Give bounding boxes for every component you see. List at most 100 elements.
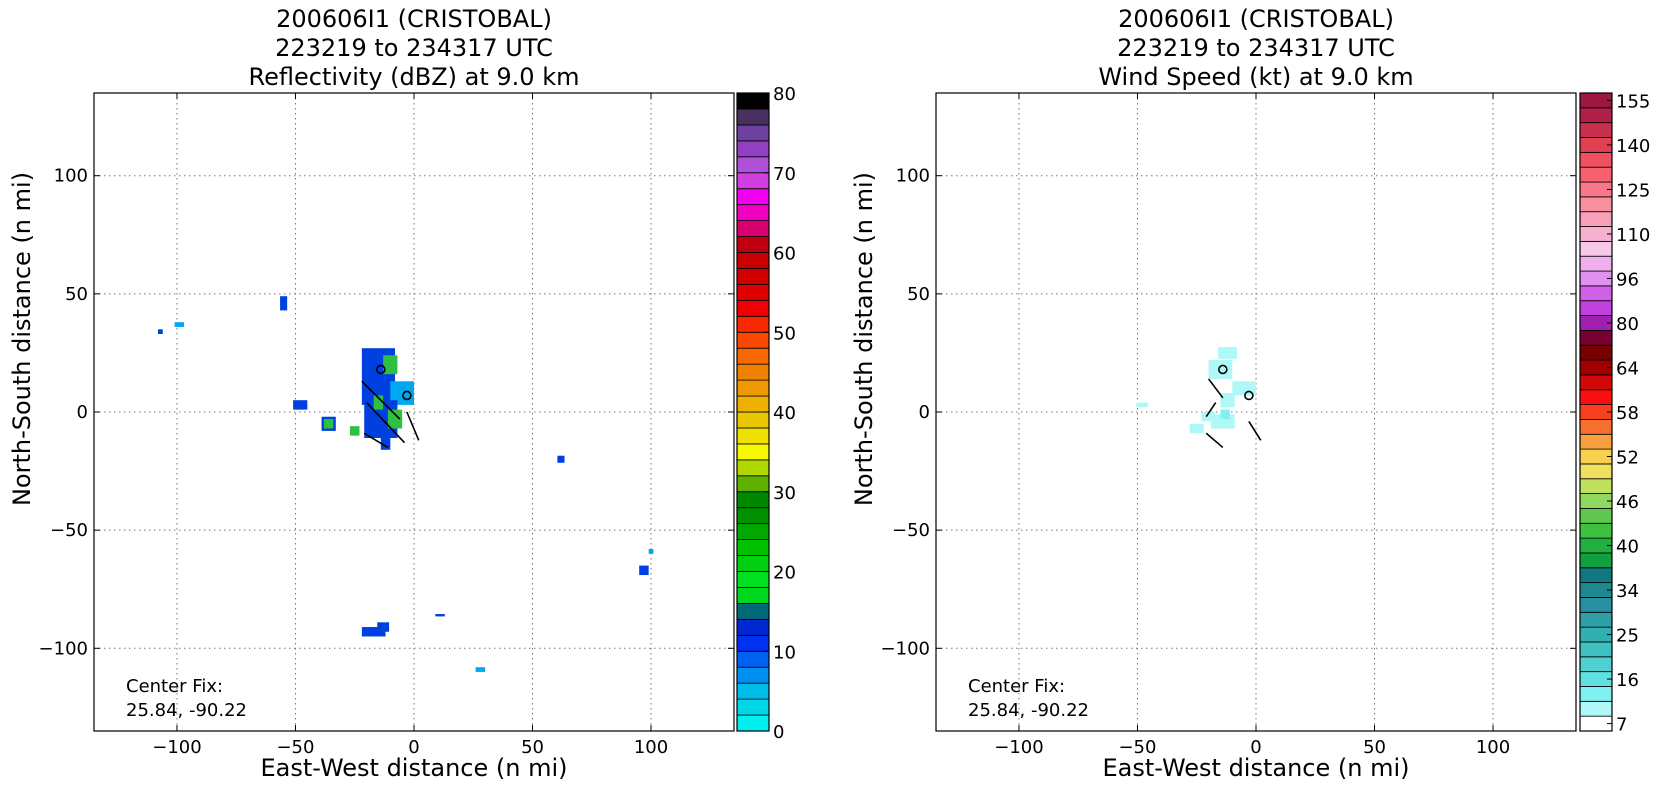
wind-colorbar-segment xyxy=(1579,522,1613,539)
wind-colorbar-segment xyxy=(1579,700,1613,717)
wind-colorbar: 7 16 25 34 40 46 52 58 64 80 96 110 125 140 155 xyxy=(1579,91,1650,736)
wind-colorbar-segment xyxy=(1579,285,1613,302)
reflectivity-colorbar-tick-label: 40 xyxy=(773,403,796,424)
reflectivity-center-marker xyxy=(376,364,386,375)
reflectivity-colorbar-tick-label: 30 xyxy=(773,483,796,504)
wind-echo-patch xyxy=(1218,347,1238,359)
reflectivity-colorbar-segment xyxy=(736,124,770,142)
reflectivity-colorbar-segment xyxy=(736,650,770,668)
wind-colorbar-segment xyxy=(1579,656,1613,673)
wind-colorbar-segment xyxy=(1579,508,1613,524)
wind-colorbar-segment xyxy=(1579,641,1613,658)
reflectivity-colorbar-segment xyxy=(736,682,770,700)
wind-echo-patch xyxy=(1208,360,1233,379)
wind-colorbar-segment xyxy=(1579,211,1613,227)
wind-colorbar-tick-label: 140 xyxy=(1616,136,1650,157)
reflectivity-y-tick-label: −100 xyxy=(39,638,88,659)
reflectivity-colorbar-tick-label: 20 xyxy=(773,563,796,584)
reflectivity-colorbar-segment xyxy=(736,555,770,572)
reflectivity-colorbar-segment xyxy=(736,92,770,110)
wind-x-tick-label: 100 xyxy=(1476,737,1510,758)
wind-y-tick-label: −50 xyxy=(892,520,930,541)
wind-echo-patch xyxy=(1220,393,1235,408)
wind-colorbar-segment xyxy=(1579,567,1613,584)
wind-colorbar-tick-label: 46 xyxy=(1616,492,1639,513)
wind-colorbar-tick-label: 64 xyxy=(1616,358,1639,379)
reflectivity-echo-patch xyxy=(557,455,565,463)
reflectivity-colorbar-tick-label: 60 xyxy=(773,244,796,265)
wind-center-fix-value: 25.84, -90.22 xyxy=(968,700,1089,721)
reflectivity-colorbar-segment xyxy=(736,666,770,684)
reflectivity-colorbar-segment xyxy=(736,523,770,541)
reflectivity-echo-patch xyxy=(377,622,390,632)
wind-y-axis-label: North-South distance (n mi) xyxy=(850,172,878,506)
reflectivity-colorbar-segment xyxy=(736,571,770,588)
reflectivity-flight-track xyxy=(406,411,420,441)
wind-center-marker xyxy=(1244,390,1254,401)
wind-colorbar-tick-label: 155 xyxy=(1616,91,1650,112)
wind-colorbar-tick-label: 34 xyxy=(1616,581,1639,602)
wind-colorbar-tick-label: 52 xyxy=(1616,448,1639,469)
wind-flight-track xyxy=(1248,421,1262,441)
wind-plot-area: −100 −50 0 50 100 −100 −50 0 50 100 xyxy=(881,92,1577,758)
reflectivity-colorbar-segment xyxy=(736,379,770,397)
reflectivity-y-tick-label: −50 xyxy=(50,520,88,541)
wind-colorbar-segment xyxy=(1579,597,1613,613)
wind-colorbar-segment xyxy=(1579,552,1613,569)
reflectivity-y-tick-label: 100 xyxy=(54,166,88,187)
wind-colorbar-tick-label: 125 xyxy=(1616,180,1650,201)
reflectivity-echo-patch xyxy=(280,296,288,311)
reflectivity-x-tick-label: −100 xyxy=(152,737,201,758)
wind-colorbar-segment xyxy=(1579,240,1613,257)
wind-colorbar-segment xyxy=(1579,419,1613,435)
reflectivity-colorbar-segment xyxy=(736,714,770,732)
reflectivity-colorbar-segment xyxy=(736,315,770,333)
wind-colorbar-segment xyxy=(1579,255,1613,272)
wind-colorbar-segment xyxy=(1579,300,1613,316)
wind-center-fix-label: Center Fix: xyxy=(968,676,1065,697)
reflectivity-echo-patch xyxy=(475,667,486,672)
reflectivity-x-tick-label: −50 xyxy=(276,737,314,758)
wind-colorbar-tick-label: 25 xyxy=(1616,626,1639,647)
reflectivity-echo-patch xyxy=(383,355,398,375)
wind-data-layer xyxy=(936,93,1576,731)
reflectivity-x-axis-label: East-West distance (n mi) xyxy=(260,754,567,782)
reflectivity-colorbar-segment xyxy=(736,283,770,301)
wind-echo-patch xyxy=(1220,409,1230,420)
reflectivity-echo-patch xyxy=(323,419,334,429)
reflectivity-echo-patch xyxy=(293,400,308,410)
reflectivity-x-tick-label: 0 xyxy=(408,737,419,758)
wind-x-tick-label: 0 xyxy=(1250,737,1261,758)
reflectivity-colorbar-tick-label: 0 xyxy=(773,722,784,743)
reflectivity-colorbar-segment xyxy=(736,188,770,206)
reflectivity-y-tick-label: 50 xyxy=(65,284,88,305)
reflectivity-colorbar-segment xyxy=(736,220,770,237)
wind-echo-patch xyxy=(1189,423,1204,434)
wind-colorbar-segment xyxy=(1579,344,1613,361)
reflectivity-center-fix-label: Center Fix: xyxy=(126,676,223,697)
reflectivity-colorbar-segment xyxy=(736,236,770,253)
wind-x-tick-label: −50 xyxy=(1118,737,1156,758)
wind-colorbar-segment xyxy=(1579,166,1613,183)
wind-x-tick-label: 50 xyxy=(1363,737,1386,758)
reflectivity-colorbar-segment xyxy=(736,172,770,190)
reflectivity-colorbar-tick-label: 70 xyxy=(773,164,796,185)
reflectivity-colorbar: 0 10 20 30 40 50 60 70 80 xyxy=(736,84,796,743)
reflectivity-colorbar-segment xyxy=(736,347,770,365)
reflectivity-data-layer xyxy=(94,93,734,731)
reflectivity-panel: 200606I1 (CRISTOBAL) 223219 to 234317 UT… xyxy=(8,5,796,782)
reflectivity-colorbar-segment xyxy=(736,507,770,525)
reflectivity-echo-patch xyxy=(639,565,649,576)
reflectivity-flight-track xyxy=(366,401,406,444)
wind-colorbar-segment xyxy=(1579,151,1613,168)
reflectivity-x-tick-label: 50 xyxy=(521,737,544,758)
wind-title-line-1: 200606I1 (CRISTOBAL) xyxy=(1118,5,1394,33)
wind-colorbar-tick-label: 7 xyxy=(1616,715,1627,736)
reflectivity-colorbar-segment xyxy=(736,634,770,652)
reflectivity-flight-track xyxy=(363,432,389,449)
reflectivity-echo-patch xyxy=(350,426,360,436)
reflectivity-plot-area: −100 −50 0 50 100 −100 −50 0 50 100 xyxy=(39,92,735,758)
reflectivity-colorbar-segment xyxy=(736,411,770,429)
wind-colorbar-segment xyxy=(1579,374,1613,391)
